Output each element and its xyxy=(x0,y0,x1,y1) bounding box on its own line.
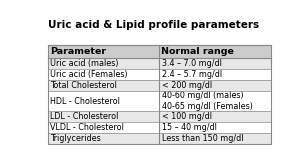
Bar xyxy=(48,58,271,69)
Text: Less than 150 mg/dl: Less than 150 mg/dl xyxy=(162,134,243,143)
Text: < 100 mg/dl: < 100 mg/dl xyxy=(162,112,212,121)
Text: Total Cholesterol: Total Cholesterol xyxy=(50,81,117,90)
Bar xyxy=(48,91,271,111)
Text: 3.4 – 7.0 mg/dl: 3.4 – 7.0 mg/dl xyxy=(162,59,222,68)
Bar xyxy=(48,69,271,80)
Bar xyxy=(48,45,271,58)
Bar xyxy=(48,111,271,122)
Text: 15 – 40 mg/dl: 15 – 40 mg/dl xyxy=(162,123,217,132)
Text: Normal range: Normal range xyxy=(162,47,234,56)
Text: < 200 mg/dl: < 200 mg/dl xyxy=(162,81,212,90)
Text: VLDL - Cholesterol: VLDL - Cholesterol xyxy=(50,123,124,132)
Text: Uric acid (males): Uric acid (males) xyxy=(50,59,119,68)
Text: Parameter: Parameter xyxy=(50,47,106,56)
Text: Uric acid (Females): Uric acid (Females) xyxy=(50,70,128,79)
Bar xyxy=(48,122,271,133)
Bar xyxy=(48,80,271,91)
Text: Uric acid & Lipid profile parameters: Uric acid & Lipid profile parameters xyxy=(48,20,259,30)
Bar xyxy=(48,133,271,144)
Text: Triglycerides: Triglycerides xyxy=(50,134,101,143)
Text: LDL - Cholesterol: LDL - Cholesterol xyxy=(50,112,119,121)
Bar xyxy=(48,45,271,144)
Text: HDL - Cholesterol: HDL - Cholesterol xyxy=(50,97,120,106)
Text: 40-60 mg/dl (males)
40-65 mg/dl (Females): 40-60 mg/dl (males) 40-65 mg/dl (Females… xyxy=(162,91,253,111)
Text: 2.4 – 5.7 mg/dl: 2.4 – 5.7 mg/dl xyxy=(162,70,222,79)
